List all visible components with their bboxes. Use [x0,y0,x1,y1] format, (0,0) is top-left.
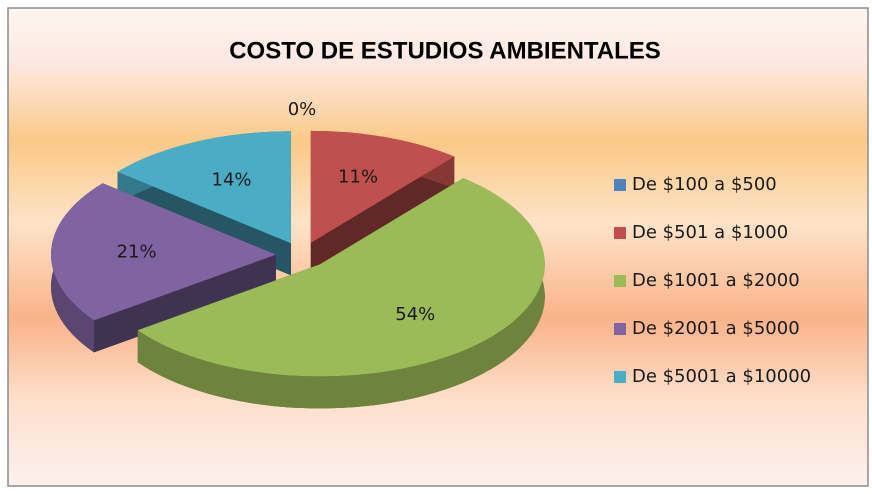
legend-label: De $100 a $500 [632,174,777,195]
slice [51,183,277,321]
legend-label: De $501 a $1000 [632,222,788,243]
legend-label: De $2001 a $5000 [632,318,800,339]
slice-group [137,178,545,409]
slice-edge [93,254,277,353]
legend-swatch [614,275,626,287]
legend-label: De $5001 a $10000 [632,366,811,387]
data-label: 11% [338,166,378,187]
legend: De $100 a $500 De $501 a $1000 De $1001 a … [614,174,811,387]
chart-title: COSTO DE ESTUDIOS AMBIENTALES [229,37,661,64]
legend-swatch [614,179,626,191]
slice [117,131,291,244]
legend-label: De $1001 a $2000 [632,270,800,291]
slice-edge [310,156,455,275]
data-label: 21% [117,241,157,262]
legend-swatch [614,227,626,239]
data-label: 14% [212,169,252,190]
pie: 0% 11% 54% 21% 14% [51,99,545,409]
slice-group [51,183,277,353]
slice-group [310,130,455,275]
legend-swatch [614,323,626,335]
slice [310,130,455,243]
legend-swatch [614,371,626,383]
data-label: 54% [395,304,435,325]
data-label: 0% [288,99,317,120]
slice [137,178,545,377]
